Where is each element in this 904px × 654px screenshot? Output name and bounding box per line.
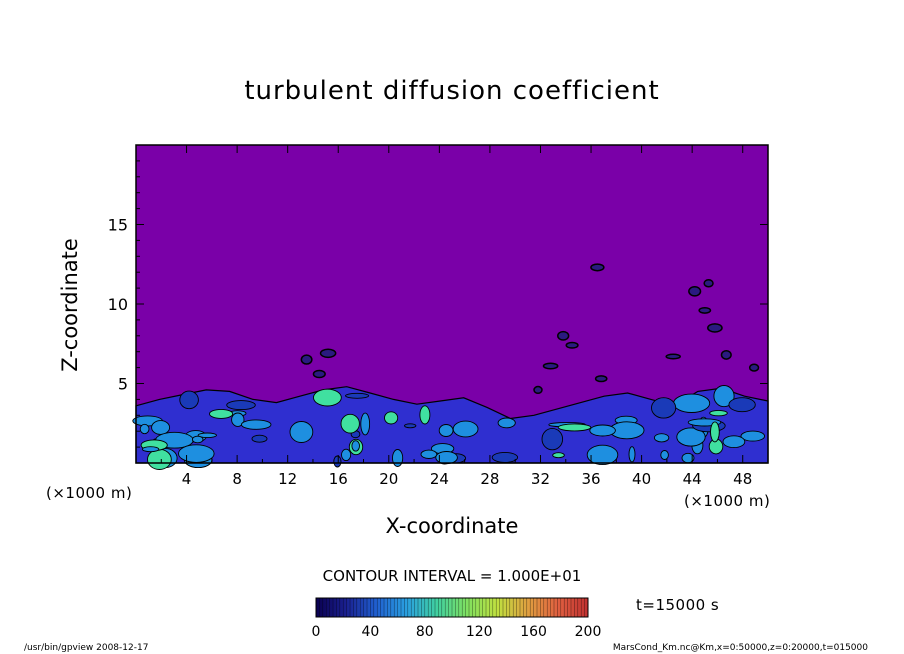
colorbar-tick-label: 160 <box>520 624 547 640</box>
turbulent-cell <box>340 413 360 434</box>
turbulent-cell <box>191 435 204 444</box>
colorbar-tick-label: 80 <box>416 624 434 640</box>
turbulent-cell <box>313 388 342 407</box>
turbulent-cell <box>653 433 670 443</box>
contour-island <box>565 341 579 349</box>
time-label: t=15000 s <box>636 596 720 614</box>
contour-island <box>542 362 559 370</box>
turbulent-cell <box>141 446 160 453</box>
colorbar-frame <box>315 597 589 618</box>
turbulent-cell <box>209 408 234 419</box>
turbulent-cell <box>139 423 150 435</box>
contour-island <box>594 375 608 383</box>
turbulent-cell <box>651 397 677 419</box>
colorbar-tick-label: 40 <box>361 624 379 640</box>
x-tick-label: 28 <box>480 470 499 488</box>
x-tick-label: 4 <box>182 470 192 488</box>
y-tick-label: 15 <box>108 216 128 235</box>
turbulent-cell <box>660 450 669 460</box>
y-tick-label: 10 <box>108 295 128 314</box>
turbulent-cell <box>676 427 706 447</box>
x-tick-label: 44 <box>683 470 702 488</box>
colorbar-tick-label: 120 <box>466 624 493 640</box>
turbulent-cell <box>552 452 565 459</box>
footer-source: MarsCond_Km.nc@Km,x=0:50000,z=0:20000,t=… <box>612 643 868 653</box>
turbulent-cell <box>147 448 172 470</box>
turbulent-cell <box>197 432 217 439</box>
contour-island <box>533 385 543 395</box>
turbulent-cell <box>419 405 431 425</box>
turbulent-cell <box>251 434 268 443</box>
contour-island <box>557 330 570 341</box>
turbulent-cell <box>628 446 636 463</box>
contour-island <box>698 306 712 314</box>
turbulent-cell <box>178 444 215 463</box>
turbulent-cell <box>722 435 746 449</box>
turbulent-cell <box>673 393 711 413</box>
x-tick-label: 12 <box>278 470 297 488</box>
contour-island <box>319 348 337 359</box>
turbulent-cell <box>404 423 417 429</box>
turbulent-cell <box>289 421 314 443</box>
colorbar-tick-label: 0 <box>312 624 321 640</box>
turbulent-cell <box>226 400 256 411</box>
y-axis-unit: (×1000 m) <box>46 484 133 502</box>
turbulent-cell <box>420 449 438 459</box>
chart-title: turbulent diffusion coefficient <box>244 76 660 106</box>
contour-island <box>707 323 723 333</box>
turbulent-cell <box>384 411 399 425</box>
contour-interval-label: CONTOUR INTERVAL = 1.000E+01 <box>322 567 582 585</box>
x-tick-label: 40 <box>632 470 651 488</box>
contour-island <box>590 263 605 272</box>
turbulent-cell <box>240 419 272 430</box>
turbulent-cell <box>491 451 519 463</box>
turbulent-cell <box>713 385 735 408</box>
x-tick-label: 36 <box>581 470 600 488</box>
x-axis-label: X-coordinate <box>385 514 519 538</box>
contour-island <box>665 353 681 360</box>
turbulent-cell <box>497 417 516 429</box>
x-tick-label: 24 <box>430 470 449 488</box>
turbulent-cell <box>728 397 756 413</box>
turbulent-cell <box>345 392 370 399</box>
x-tick-label: 48 <box>733 470 752 488</box>
y-axis-label: Z-coordinate <box>58 238 82 372</box>
contour-island <box>688 285 702 297</box>
turbulent-cell <box>341 448 352 462</box>
turbulent-cell <box>586 444 619 466</box>
contour-island <box>748 363 760 372</box>
turbulent-cell <box>151 420 171 435</box>
colorbar-tick-label: 200 <box>575 624 602 640</box>
contour-island <box>720 349 732 360</box>
turbulent-cell <box>452 420 479 438</box>
contour-island <box>312 369 326 379</box>
turbulent-cell <box>438 424 454 437</box>
turbulent-cell <box>392 449 404 467</box>
turbulent-cell <box>557 423 592 432</box>
turbulent-cell <box>589 424 616 437</box>
contour-island <box>300 354 313 365</box>
turbulent-cell <box>333 455 342 468</box>
turbulent-cell <box>710 421 720 443</box>
turbulent-cell <box>740 430 766 442</box>
turbulent-cell <box>179 390 199 410</box>
x-axis-unit: (×1000 m) <box>684 492 771 510</box>
y-tick-label: 5 <box>118 375 128 394</box>
x-tick-label: 20 <box>379 470 398 488</box>
footer-program: /usr/bin/gpview 2008-12-17 <box>24 643 149 653</box>
turbulent-cell <box>541 427 564 451</box>
turbulent-cell <box>351 440 360 452</box>
contour-island <box>703 279 714 288</box>
turbulent-cell <box>360 412 371 436</box>
turbulent-cell <box>231 412 245 427</box>
x-tick-label: 32 <box>531 470 550 488</box>
turbulent-layer <box>135 386 769 464</box>
x-tick-label: 8 <box>232 470 242 488</box>
x-tick-label: 16 <box>329 470 348 488</box>
turbulent-cell <box>709 409 728 417</box>
